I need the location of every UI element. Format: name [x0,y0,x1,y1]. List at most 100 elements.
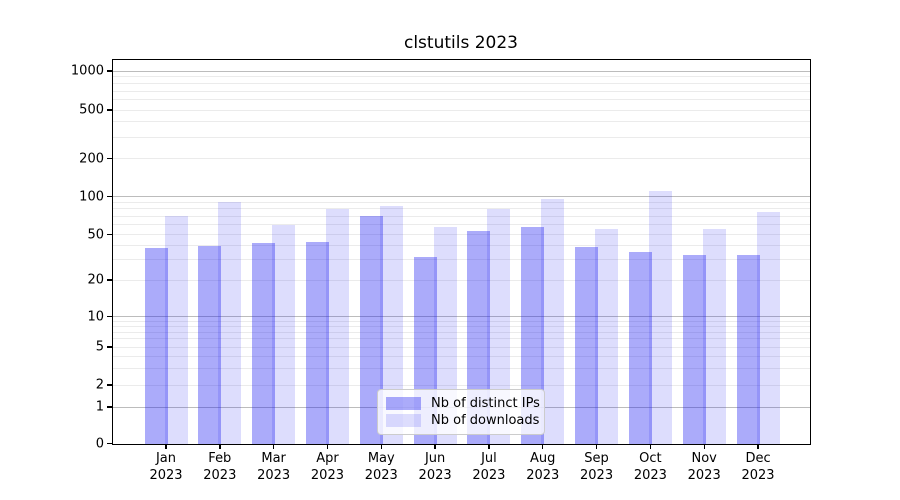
y-tick-label: 0 [95,436,104,451]
major-gridline [113,196,810,197]
y-tick-label: 1000 [70,63,104,79]
x-tick-label: Mar 2023 [257,450,290,484]
x-tick-month: Mar [261,451,286,466]
x-tick-label: Nov 2023 [688,450,721,484]
minor-gridline [113,121,810,123]
x-tick-year: 2023 [257,468,291,483]
bar-downloads [756,212,780,444]
x-tick-mark [219,444,221,449]
x-tick-year: 2023 [580,468,614,483]
bar-downloads [164,216,188,444]
x-tick-mark [434,444,436,449]
bar-downloads [541,199,565,444]
major-gridline [113,70,810,72]
x-tick-mark [757,444,759,449]
bar-distinct-ips [305,242,329,444]
y-tick-label: 1 [95,399,104,415]
x-tick-label: Jun 2023 [419,450,452,484]
y-tick-label: 500 [79,102,104,118]
x-tick-mark [165,444,167,449]
x-tick-month: Nov [691,451,717,466]
bar-distinct-ips [736,255,760,444]
legend-entry-downloads: Nb of downloads [386,413,539,428]
bar-downloads [325,209,349,444]
y-tick-label: 100 [79,189,104,204]
x-tick-mark [380,444,382,449]
legend: Nb of distinct IPs Nb of downloads [377,389,545,435]
x-tick-year: 2023 [687,468,721,483]
x-tick-month: Jul [481,451,497,466]
bar-downloads [648,191,672,444]
x-tick-label: Feb 2023 [203,450,236,484]
minor-gridline [113,208,810,210]
x-tick-month: Feb [208,451,232,466]
x-tick-month: Dec [745,451,771,466]
minor-gridline [113,325,810,327]
x-tick-month: Sep [584,451,609,466]
y-tick-label: 2 [95,377,104,393]
y-tick-mark [107,109,112,111]
minor-gridline [113,331,810,333]
y-tick-mark [107,233,112,236]
x-tick-year: 2023 [472,468,506,483]
minor-gridline [113,99,810,101]
x-tick-mark [649,444,652,449]
major-gridline [113,316,810,317]
x-tick-year: 2023 [633,468,667,483]
x-tick-mark [595,444,598,449]
bar-distinct-ips [144,248,168,444]
minor-gridline [113,136,810,138]
bar-downloads [272,224,296,444]
x-tick-year: 2023 [418,468,452,483]
minor-gridline [113,201,810,203]
minor-gridline [113,320,810,322]
y-tick-label: 10 [87,309,104,324]
x-tick-year: 2023 [741,468,775,483]
x-tick-label: Aug 2023 [526,450,559,484]
chart-title: clstutils 2023 [403,33,519,53]
minor-gridline [113,158,810,159]
x-tick-year: 2023 [203,468,237,483]
x-tick-month: Apr [316,451,339,466]
bar-downloads [379,206,403,444]
bar-downloads [218,202,242,444]
x-tick-mark [488,444,490,449]
minor-gridline [113,384,810,386]
legend-swatch-downloads [386,414,421,427]
minor-gridline [113,109,810,111]
y-tick-mark [107,279,112,281]
y-tick-mark [107,195,112,198]
x-tick-label: Sep 2023 [580,450,613,484]
x-tick-month: Aug [530,451,556,466]
minor-gridline [113,234,810,235]
x-tick-label: Apr 2023 [311,450,344,484]
x-tick-year: 2023 [526,468,560,483]
bar-distinct-ips [682,255,706,444]
minor-gridline [113,215,810,217]
y-tick-label: 20 [87,272,104,288]
x-tick-year: 2023 [364,468,398,483]
y-tick-mark [107,406,112,408]
minor-gridline [113,245,810,247]
minor-gridline [113,224,810,225]
x-tick-mark [542,444,544,449]
minor-gridline [113,338,810,340]
bar-distinct-ips [628,252,652,444]
y-tick-mark [107,315,112,318]
bar-distinct-ips [198,245,222,444]
minor-gridline [113,367,810,369]
y-tick-mark [107,157,112,160]
bar-distinct-ips [252,243,276,444]
minor-gridline [113,83,810,85]
bar-distinct-ips [575,246,599,444]
x-tick-month: Jan [155,451,177,466]
x-tick-label: Dec 2023 [741,450,774,484]
plot-area [107,59,811,449]
x-tick-label: May 2023 [365,450,398,484]
minor-gridline [113,76,810,78]
bar-distinct-ips [359,216,383,444]
x-tick-mark [326,444,329,449]
y-tick-label: 5 [95,339,104,355]
minor-gridline [113,259,810,261]
